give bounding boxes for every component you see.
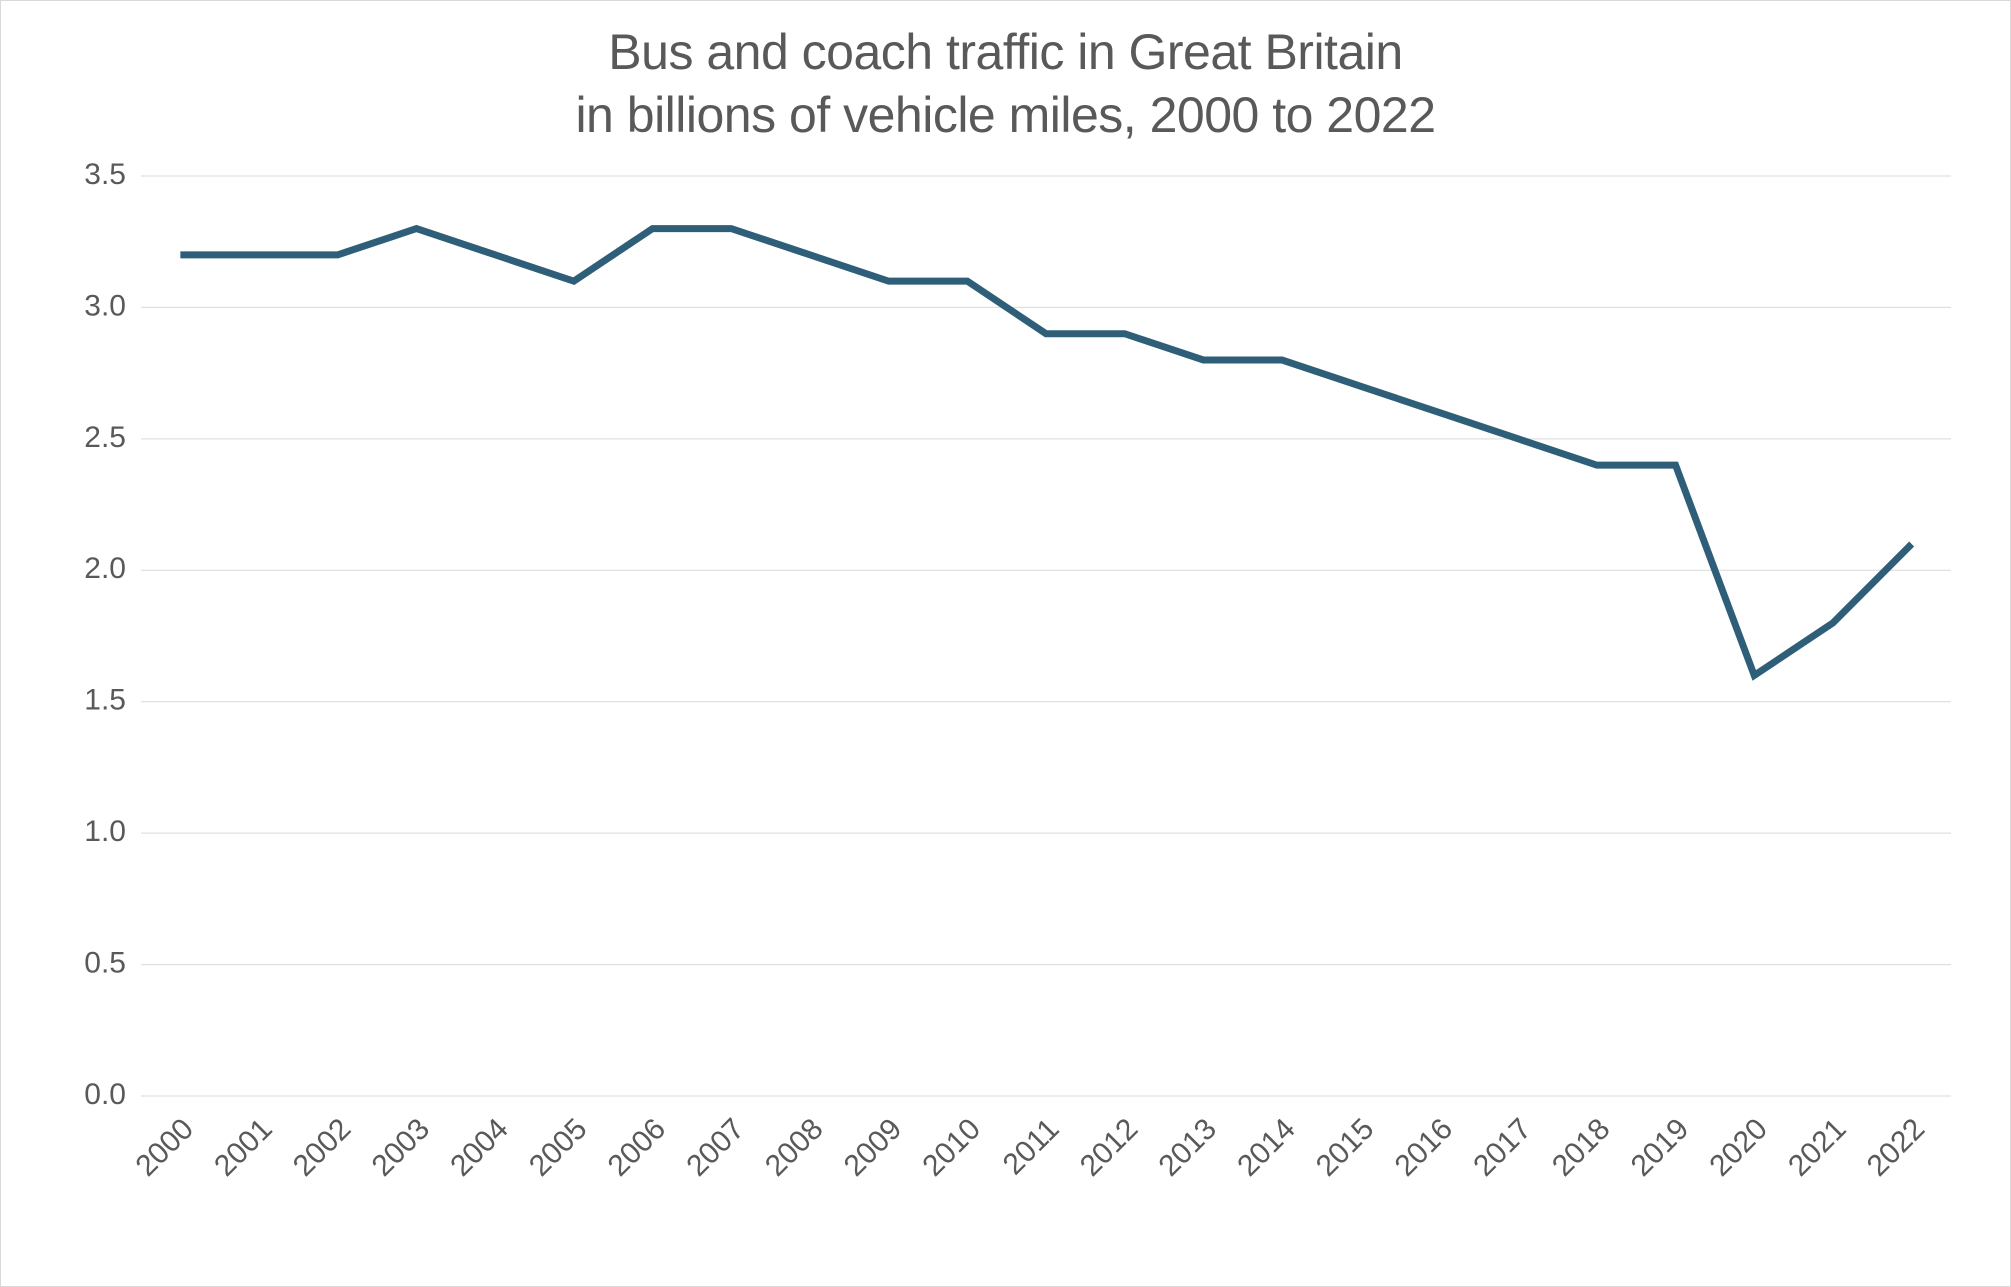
x-tick: 2008 [759,1112,830,1183]
x-tick-label: 2005 [523,1112,594,1183]
x-tick: 2003 [366,1112,437,1183]
x-tick-label: 2012 [1074,1112,1145,1183]
x-tick: 2005 [523,1112,594,1183]
x-tick-label: 2020 [1703,1112,1774,1183]
x-tick-label: 2003 [366,1112,437,1183]
x-tick-label: 2010 [916,1112,987,1183]
x-tick: 2016 [1389,1112,1460,1183]
y-tick-label: 3.0 [84,289,126,322]
x-tick-label: 2008 [759,1112,830,1183]
x-tick-label: 2014 [1231,1112,1302,1183]
x-tick-label: 2001 [208,1112,279,1183]
x-tick: 2015 [1310,1112,1381,1183]
x-tick-label: 2021 [1782,1112,1853,1183]
y-tick-label: 0.5 [84,946,126,979]
x-tick: 2004 [444,1112,515,1183]
x-tick: 2002 [287,1112,358,1183]
x-tick-label: 2019 [1625,1112,1696,1183]
x-tick: 2009 [838,1112,909,1183]
chart-container: Bus and coach traffic in Great Britain i… [0,0,2011,1287]
x-tick: 2019 [1625,1112,1696,1183]
x-tick-label: 2011 [997,1112,1066,1181]
x-tick-label: 2007 [680,1112,751,1183]
y-tick-label: 2.0 [84,552,126,585]
x-tick: 2017 [1467,1112,1538,1183]
x-tick-label: 2015 [1310,1112,1381,1183]
y-tick-label: 1.5 [84,684,126,717]
x-tick: 2011 [997,1112,1066,1181]
y-tick-label: 2.5 [84,421,126,454]
x-tick: 2014 [1231,1112,1302,1183]
x-tick: 2022 [1861,1112,1932,1183]
x-tick: 2007 [680,1112,751,1183]
x-tick: 2020 [1703,1112,1774,1183]
x-tick-label: 2017 [1467,1112,1538,1183]
x-tick-label: 2009 [838,1112,909,1183]
chart-title-line1: Bus and coach traffic in Great Britain [608,24,1402,80]
y-tick-label: 1.0 [84,815,126,848]
x-tick-label: 2018 [1546,1112,1617,1183]
chart-title: Bus and coach traffic in Great Britain i… [31,21,1980,146]
plot-area: 0.0 0.5 1.0 1.5 2.0 2.5 3.0 3.5 2000200120022003… [31,146,1980,1226]
x-tick: 2000 [129,1112,200,1183]
x-tick: 2006 [602,1112,673,1183]
x-tick: 2018 [1546,1112,1617,1183]
y-tick-label: 3.5 [84,158,126,191]
x-tick: 2021 [1782,1112,1853,1183]
x-tick: 2001 [208,1112,279,1183]
chart-title-line2: in billions of vehicle miles, 2000 to 20… [575,87,1435,143]
series-line [180,229,1911,676]
x-tick-label: 2022 [1861,1112,1932,1183]
x-tick-label: 2006 [602,1112,673,1183]
x-tick: 2012 [1074,1112,1145,1183]
x-tick-label: 2016 [1389,1112,1460,1183]
x-tick: 2010 [916,1112,987,1183]
x-tick-label: 2002 [287,1112,358,1183]
x-tick: 2013 [1153,1112,1224,1183]
y-tick-label: 0.0 [84,1078,126,1111]
x-tick-label: 2004 [444,1112,515,1183]
x-tick-label: 2013 [1153,1112,1224,1183]
line-chart-svg: 0.0 0.5 1.0 1.5 2.0 2.5 3.0 3.5 2000200120022003… [31,146,1982,1226]
x-tick-label: 2000 [129,1112,200,1183]
